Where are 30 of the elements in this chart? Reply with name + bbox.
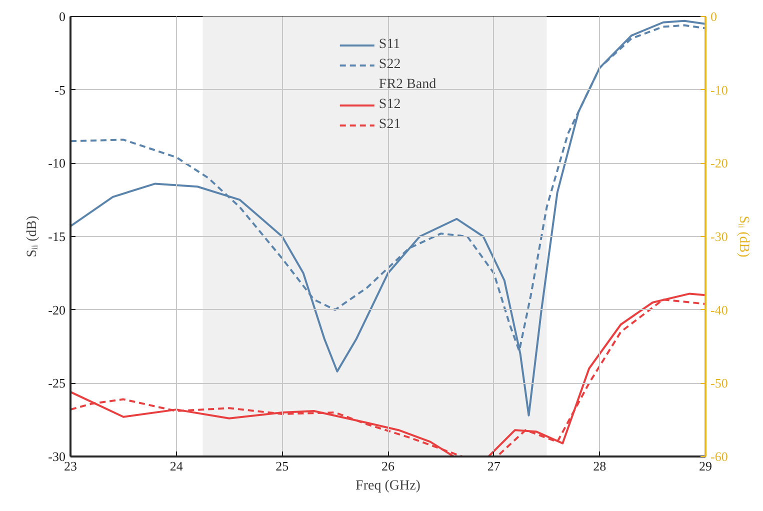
- x-tick-label: 23: [64, 458, 77, 474]
- y-tick-label: -10: [48, 156, 66, 171]
- legend-label: S12: [378, 96, 401, 114]
- x-tick-label: 29: [699, 458, 712, 474]
- y-tick-label: -25: [48, 376, 66, 391]
- y2-tick-label: -50: [710, 376, 728, 391]
- y-tick-label: -15: [48, 229, 66, 244]
- y2-tick-label: -40: [710, 302, 728, 318]
- y-tick-label: 0: [59, 9, 66, 24]
- x-tick-label: 24: [170, 458, 184, 474]
- line-series: [70, 20, 706, 416]
- x-tick-label: 27: [487, 458, 501, 474]
- x-tick-label: 26: [382, 458, 395, 474]
- y2-tick-label: 0: [710, 9, 717, 24]
- y-tick-label: -20: [48, 302, 66, 318]
- y2-tick-label: -30: [710, 229, 728, 244]
- x-tick-label: 25: [276, 458, 289, 474]
- y-tick-label: -30: [48, 449, 66, 464]
- y2-axis-title: Sᵢᵢ (dB): [736, 216, 751, 258]
- y2-tick-label: -60: [710, 449, 728, 464]
- y2-tick-label: -10: [710, 82, 728, 98]
- band-label: FR2 Band: [378, 76, 436, 94]
- x-axis-title: Freq (GHz): [356, 478, 421, 494]
- y-tick-label: -5: [54, 82, 66, 98]
- y-axis-title: Sᵢᵢ (dB): [25, 215, 40, 258]
- legend-label: S11: [378, 36, 400, 54]
- legend-label: S22: [378, 56, 401, 74]
- x-tick-label: 28: [593, 458, 606, 474]
- y2-tick-label: -20: [710, 156, 728, 171]
- legend-label: S21: [378, 116, 401, 134]
